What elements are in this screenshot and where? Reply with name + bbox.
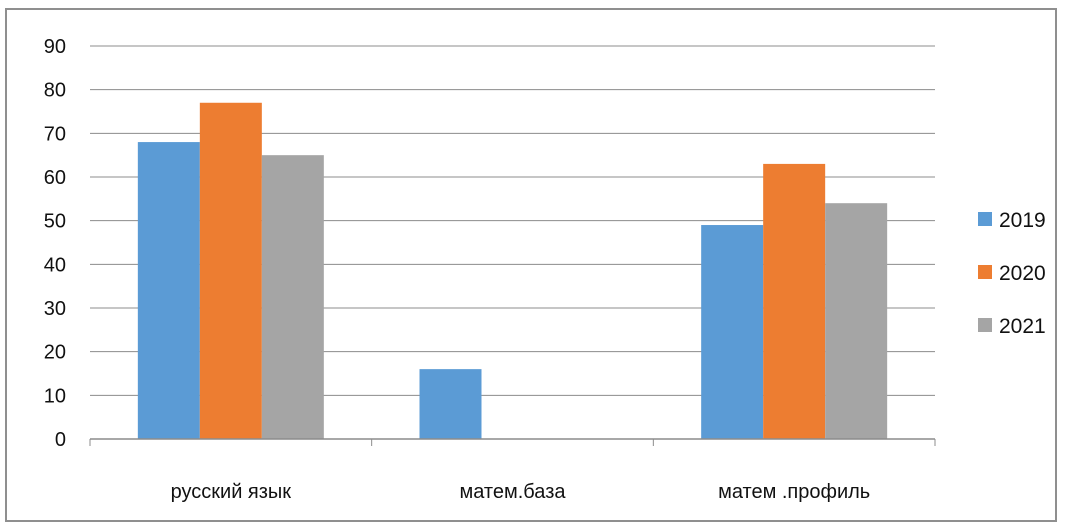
bar — [763, 163, 826, 439]
y-tick-label: 60 — [44, 167, 66, 189]
bars — [137, 102, 888, 440]
y-tick-label: 20 — [44, 342, 66, 364]
legend: 2019 2020 2021 — [978, 209, 1046, 338]
category-labels: русский язык матем.база матем .профиль — [171, 481, 871, 503]
category-label: русский язык — [171, 481, 292, 503]
y-tick-label: 50 — [44, 211, 66, 233]
legend-label: 2021 — [999, 315, 1046, 338]
bar — [419, 369, 482, 439]
y-tick-label: 80 — [44, 80, 66, 102]
y-tick-label: 70 — [44, 123, 66, 145]
y-tick-label: 10 — [44, 385, 66, 407]
legend-label: 2019 — [999, 209, 1046, 232]
legend-swatch — [978, 212, 992, 226]
category-label: матем.база — [460, 481, 567, 503]
legend-swatch — [978, 265, 992, 279]
x-axis — [89, 438, 936, 446]
bar — [825, 203, 888, 439]
y-tick-label: 90 — [44, 36, 66, 58]
y-axis-ticks: 0 10 20 30 40 50 60 70 80 90 — [44, 36, 66, 451]
legend-swatch — [978, 318, 992, 332]
y-tick-label: 40 — [44, 254, 66, 276]
y-tick-label: 0 — [55, 429, 66, 451]
bar — [261, 155, 324, 439]
bar — [701, 225, 764, 439]
y-tick-label: 30 — [44, 298, 66, 320]
bar — [137, 142, 200, 440]
legend-label: 2020 — [999, 262, 1046, 285]
category-label: матем .профиль — [718, 481, 870, 503]
bar — [199, 102, 262, 440]
